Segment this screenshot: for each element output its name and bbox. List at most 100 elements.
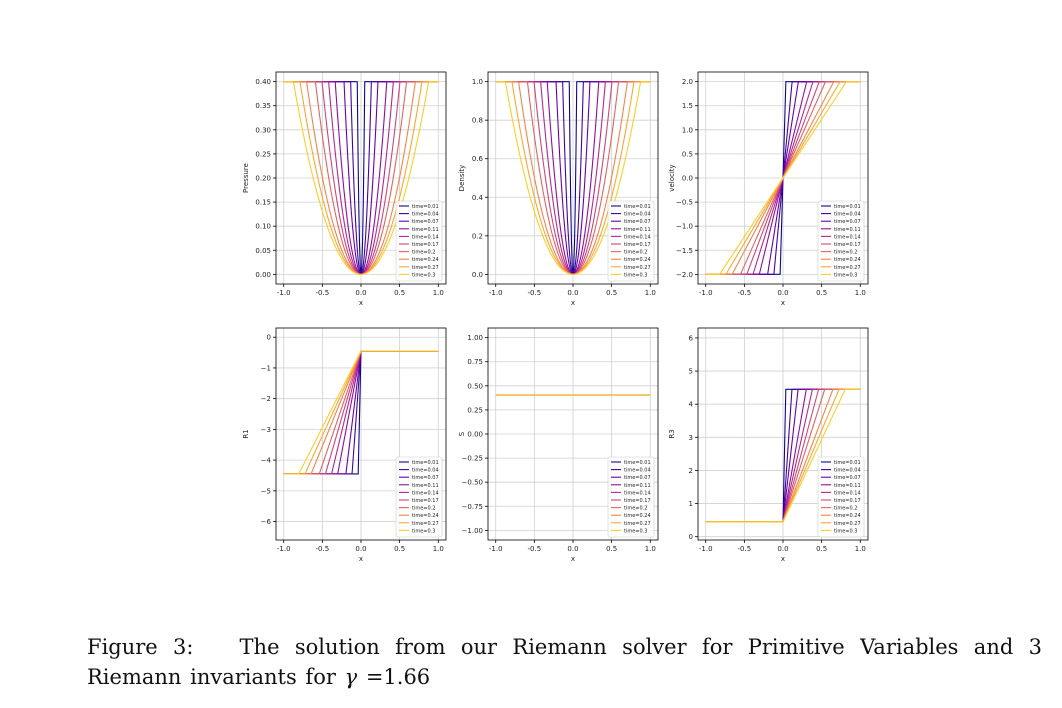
x-tick-label: 0.5 — [394, 545, 405, 553]
legend-label: time=0.04 — [624, 212, 651, 218]
legend-label: time=0.2 — [624, 506, 647, 512]
figure-caption: Figure 3: The solution from our Riemann … — [87, 632, 1042, 692]
x-tick-label: 0.0 — [567, 289, 578, 297]
x-axis-label: x — [359, 299, 363, 307]
y-tick-label: 0.75 — [467, 358, 483, 366]
x-tick-label: 0.0 — [355, 289, 366, 297]
y-tick-label: 0.40 — [255, 78, 271, 86]
legend-label: time=0.3 — [624, 272, 647, 278]
x-tick-label: 1.0 — [855, 289, 866, 297]
legend-label: time=0.3 — [834, 272, 857, 278]
legend-label: time=0.11 — [834, 483, 861, 489]
y-tick-label: −0.5 — [676, 199, 693, 207]
legend-label: time=0.01 — [834, 460, 861, 466]
y-tick-label: 4 — [689, 401, 694, 409]
legend-label: time=0.01 — [412, 460, 439, 466]
legend-label: time=0.01 — [834, 204, 861, 210]
x-tick-label: 0.0 — [777, 289, 788, 297]
legend-label: time=0.07 — [624, 219, 651, 225]
legend-label: time=0.07 — [834, 219, 861, 225]
legend-label: time=0.17 — [624, 242, 651, 248]
y-tick-label: 0.15 — [255, 199, 271, 207]
y-tick-label: 1.5 — [682, 102, 693, 110]
chart-pressure: -1.0 -0.5 0.0 0.5 1.0 0.00 0.05 0.10 0.15 0.20 0.2… — [242, 71, 447, 307]
x-tick-label: -1.0 — [699, 289, 713, 297]
legend-label: time=0.2 — [624, 250, 647, 256]
y-axis-label: velocity — [668, 164, 676, 191]
x-tick-label: 1.0 — [645, 545, 656, 553]
legend-label: time=0.14 — [624, 234, 651, 240]
y-tick-label: 0.8 — [472, 117, 483, 125]
legend-label: time=0.11 — [624, 483, 651, 489]
y-tick-label: −5 — [261, 487, 271, 495]
legend-label: time=0.17 — [834, 242, 861, 248]
legend-label: time=0.24 — [624, 257, 651, 263]
x-tick-label: 0.5 — [606, 545, 617, 553]
y-tick-label: 3 — [689, 434, 693, 442]
y-tick-label: 0.2 — [472, 232, 483, 240]
legend-label: time=0.17 — [412, 242, 439, 248]
y-axis-label: S — [458, 431, 466, 436]
y-tick-label: 0.0 — [472, 271, 483, 279]
y-tick-label: −0.25 — [462, 455, 483, 463]
figure-panels: -1.0 -0.5 0.0 0.5 1.00.000.050.100.150.200.2… — [242, 71, 869, 563]
y-axis-label: Density — [458, 165, 466, 192]
legend-label: time=0.07 — [412, 475, 439, 481]
series-line-time=0.3 — [495, 81, 651, 275]
legend-label: time=0.24 — [624, 513, 651, 519]
legend-label: time=0.24 — [834, 513, 861, 519]
series-line-time=0.3 — [705, 81, 861, 275]
x-tick-label: -0.5 — [528, 289, 542, 297]
plot-frame — [275, 71, 447, 285]
chart-velocity: -1.0 -0.5 0.0 0.5 1.0 −2.0 −1.5 −1.0 −0.5 0.0 0.5 1… — [668, 71, 869, 307]
legend-label: time=0.2 — [834, 506, 857, 512]
legend-label: time=0.3 — [412, 528, 435, 534]
x-tick-label: 0.5 — [606, 289, 617, 297]
y-tick-label: 1.00 — [467, 334, 483, 342]
legend-label: time=0.07 — [834, 475, 861, 481]
y-axis-label: Pressure — [242, 163, 250, 193]
legend-label: time=0.24 — [834, 257, 861, 263]
plot-frame — [697, 327, 869, 541]
legend-label: time=0.11 — [412, 227, 439, 233]
legend-label: time=0.04 — [412, 212, 439, 218]
caption-gamma-value: =1.66 — [357, 665, 431, 689]
chart-s: -1.0 -0.5 0.0 0.5 1.0 −1.00 −0.75 −0.50 −0.25 0.0… — [458, 327, 659, 563]
x-tick-label: 0.5 — [394, 289, 405, 297]
x-axis-label: x — [781, 299, 785, 307]
x-tick-label: 0.0 — [567, 545, 578, 553]
y-tick-label: 2 — [689, 467, 693, 475]
legend-label: time=0.07 — [624, 475, 651, 481]
legend-label: time=0.24 — [412, 257, 439, 263]
legend-label: time=0.14 — [412, 234, 439, 240]
x-tick-label: 1.0 — [645, 289, 656, 297]
y-axis-label: R3 — [668, 429, 676, 438]
caption-label: Figure 3: — [87, 635, 194, 659]
legend-label: time=0.01 — [624, 460, 651, 466]
legend-label: time=0.2 — [834, 250, 857, 256]
legend-label: time=0.2 — [412, 250, 435, 256]
legend-label: time=0.3 — [412, 272, 435, 278]
y-tick-label: 5 — [689, 368, 693, 376]
legend-label: time=0.24 — [412, 513, 439, 519]
legend-label: time=0.27 — [834, 265, 861, 271]
y-tick-label: 0.4 — [472, 194, 484, 202]
y-axis-label: R1 — [242, 429, 250, 438]
y-tick-label: −6 — [261, 518, 272, 526]
legend-label: time=0.11 — [834, 227, 861, 233]
series-line-time=0.3 — [283, 81, 439, 275]
y-tick-label: 0.10 — [255, 223, 271, 231]
x-axis-label: x — [571, 555, 575, 563]
legend-label: time=0.17 — [834, 498, 861, 504]
x-tick-label: -0.5 — [528, 545, 542, 553]
y-tick-label: 0.30 — [255, 126, 271, 134]
y-tick-label: 0 — [267, 334, 271, 342]
y-tick-label: −1.0 — [676, 223, 693, 231]
x-tick-label: -1.0 — [277, 545, 291, 553]
legend-label: time=0.04 — [834, 212, 861, 218]
legend-label: time=0.11 — [412, 483, 439, 489]
x-tick-label: -0.5 — [738, 289, 752, 297]
x-tick-label: -1.0 — [277, 289, 291, 297]
y-tick-label: 1 — [689, 500, 693, 508]
y-tick-label: −2 — [261, 395, 271, 403]
